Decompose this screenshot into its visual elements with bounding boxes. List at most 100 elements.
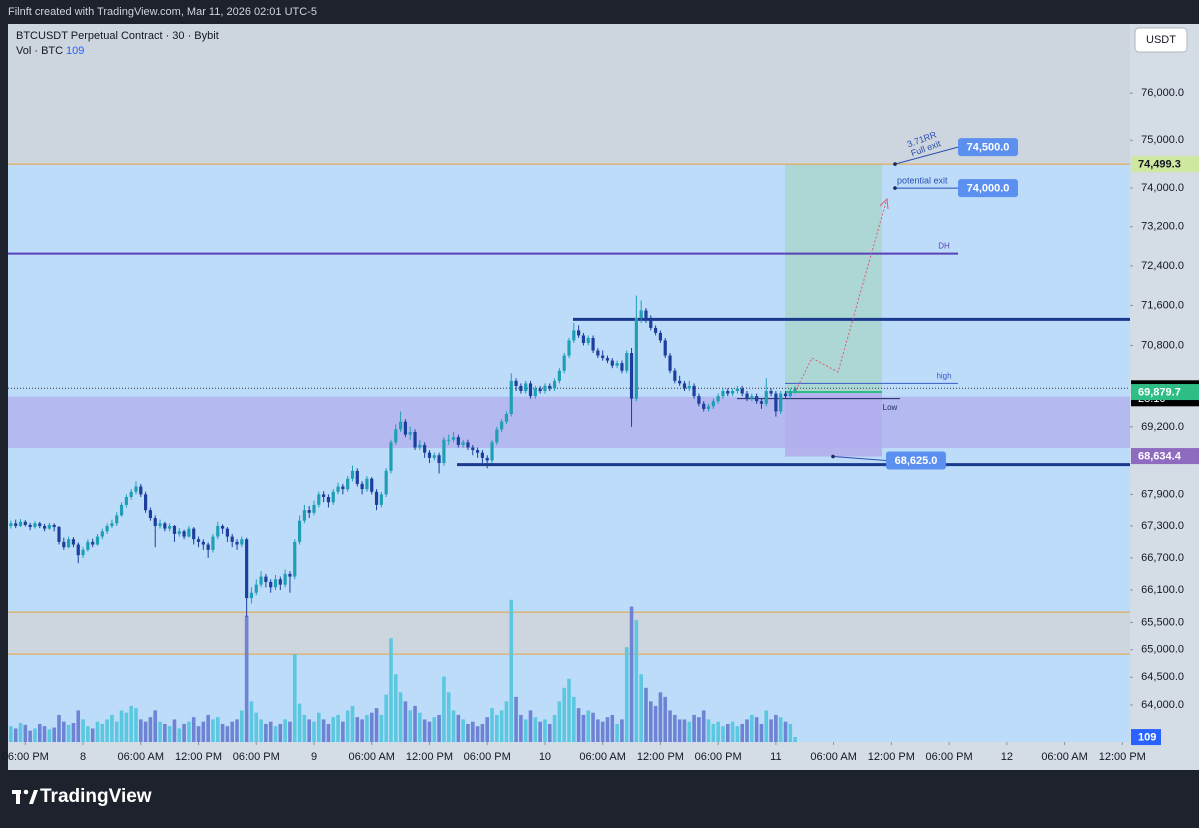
candle-body bbox=[153, 518, 157, 526]
volume-bar bbox=[600, 721, 605, 742]
footer-brand: TradingView bbox=[40, 786, 152, 807]
zone bbox=[8, 612, 1130, 655]
volume-bar bbox=[778, 717, 783, 742]
volume-bar bbox=[783, 721, 788, 742]
volume-bar bbox=[596, 719, 600, 742]
candle-body bbox=[755, 396, 759, 402]
candle-body bbox=[524, 383, 528, 392]
candle-body bbox=[533, 388, 537, 397]
volume-bar bbox=[302, 714, 307, 742]
volume-bar bbox=[86, 726, 90, 742]
candle-body bbox=[403, 421, 408, 435]
volume-bar bbox=[355, 717, 360, 742]
volume-bar bbox=[9, 726, 13, 742]
volume-bar bbox=[33, 728, 37, 742]
candle-body bbox=[288, 573, 292, 577]
candle-body bbox=[552, 380, 557, 389]
time-axis bbox=[8, 742, 1130, 770]
candle-body bbox=[601, 355, 605, 359]
volume-bar bbox=[663, 696, 668, 742]
volume-bar bbox=[735, 726, 740, 742]
candle-body bbox=[192, 528, 196, 540]
y-tick-label: 67,300.0 bbox=[1141, 520, 1184, 532]
candle-body bbox=[480, 452, 484, 458]
candle-body bbox=[504, 414, 509, 422]
candle-body bbox=[716, 396, 720, 402]
currency-button[interactable] bbox=[1134, 27, 1188, 53]
candle-body bbox=[702, 403, 706, 409]
candle-body bbox=[389, 442, 393, 471]
volume-bar bbox=[326, 723, 331, 742]
volume-bar bbox=[153, 710, 158, 742]
logo-mark bbox=[29, 790, 38, 804]
candle-body bbox=[471, 447, 475, 451]
volume-bar bbox=[461, 719, 465, 742]
candle-body bbox=[76, 544, 80, 556]
volume-bar bbox=[254, 712, 259, 742]
y-tick-label: 74,000.0 bbox=[1141, 182, 1184, 194]
volume-bar bbox=[605, 717, 610, 742]
volume-bar bbox=[187, 721, 191, 742]
volume-bar bbox=[201, 721, 206, 742]
y-tick-label: 65,500.0 bbox=[1141, 616, 1184, 628]
candle-body bbox=[177, 531, 181, 534]
candle-body bbox=[745, 393, 749, 399]
volume-bar bbox=[523, 719, 528, 742]
volume-bar bbox=[552, 714, 557, 742]
candle-body bbox=[9, 523, 13, 526]
candle-body bbox=[95, 536, 100, 545]
volume-bar bbox=[648, 701, 653, 742]
candle-body bbox=[629, 353, 634, 399]
candle-body bbox=[697, 396, 701, 404]
candle-body bbox=[100, 531, 104, 537]
candle-body bbox=[682, 383, 687, 389]
candle-body bbox=[769, 391, 773, 394]
volume-bar bbox=[610, 714, 615, 742]
candle-body bbox=[355, 470, 359, 484]
volume-bar bbox=[725, 723, 730, 742]
volume-bar bbox=[533, 717, 538, 742]
volume-bar bbox=[28, 730, 32, 742]
callout-anchor bbox=[893, 186, 897, 190]
candle-body bbox=[793, 388, 797, 392]
candle-body bbox=[249, 592, 254, 599]
volume-bar bbox=[591, 712, 595, 742]
candle-body bbox=[596, 350, 600, 356]
candle-body bbox=[764, 391, 768, 404]
volume-bar bbox=[114, 721, 119, 742]
candle-body bbox=[172, 525, 177, 534]
volume-bar bbox=[490, 708, 494, 742]
candle-body bbox=[14, 523, 18, 526]
candle-body bbox=[466, 442, 470, 448]
volume-bar bbox=[572, 696, 576, 742]
x-tick-label: 9 bbox=[311, 751, 317, 763]
candle-body bbox=[687, 385, 691, 389]
volume-bar bbox=[292, 653, 297, 742]
candle-body bbox=[692, 385, 696, 397]
candle-body bbox=[240, 539, 244, 545]
volume-bar bbox=[163, 723, 167, 742]
candle-body bbox=[115, 515, 119, 524]
x-tick-label: 06:00 PM bbox=[695, 751, 742, 763]
volume-bar bbox=[692, 714, 696, 742]
candle-body bbox=[168, 525, 172, 529]
volume-bar bbox=[37, 723, 42, 742]
candle-body bbox=[605, 358, 610, 361]
candle-body bbox=[615, 363, 619, 366]
x-tick-label: 12:00 PM bbox=[1099, 751, 1146, 763]
volume-bar bbox=[215, 717, 220, 742]
candle-body bbox=[297, 520, 302, 542]
candle-body bbox=[201, 541, 205, 545]
candle-body bbox=[28, 524, 32, 528]
volume-bar bbox=[446, 692, 451, 742]
candle-body bbox=[711, 401, 715, 407]
candle-body bbox=[163, 523, 167, 529]
currency[interactable]: USDT bbox=[1146, 34, 1176, 46]
volume-bar bbox=[509, 599, 514, 742]
volume-bar bbox=[730, 721, 735, 742]
candle-body bbox=[639, 310, 643, 318]
candle-body bbox=[67, 539, 71, 548]
volume-bar bbox=[562, 687, 566, 742]
candle-body bbox=[182, 531, 186, 537]
